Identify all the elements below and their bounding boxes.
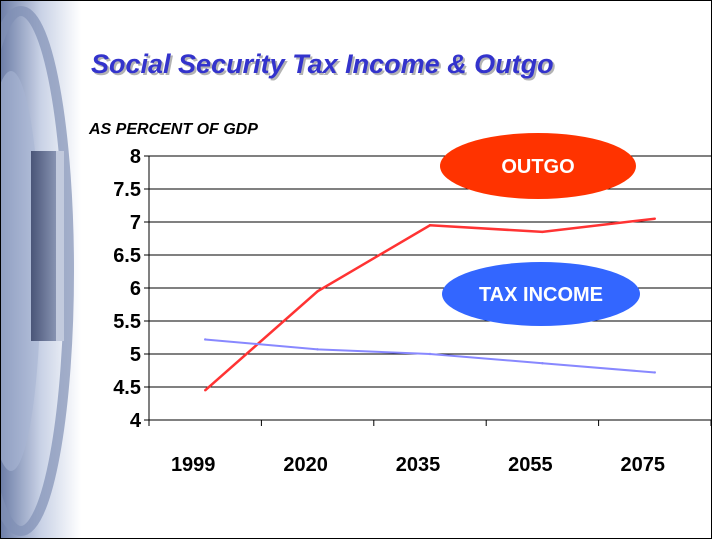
tax-income-legend-label: TAX INCOME	[479, 284, 603, 306]
tax-income-data-point	[428, 352, 432, 356]
decorative-side-graphic	[1, 1, 81, 538]
x-tick-label: 2055	[508, 454, 553, 476]
y-tick-label: 5	[130, 344, 141, 366]
outgo-data-point	[204, 389, 207, 392]
x-tick-label: 2075	[621, 454, 666, 476]
tax-income-data-point	[653, 371, 656, 374]
y-tick-label: 5.5	[113, 311, 141, 333]
outgo-legend-label: OUTGO	[501, 156, 574, 178]
outgo-data-point	[428, 224, 432, 227]
x-tick-label: 1999	[171, 454, 216, 476]
page-title: Social Security Tax Income & Outgo	[91, 49, 554, 79]
y-tick-label: 6	[130, 278, 141, 300]
tax-income-legend-badge	[442, 262, 640, 326]
tax-income-data-point	[316, 348, 319, 351]
tax-income-data-point	[204, 338, 207, 341]
tax-income-series-line	[205, 338, 655, 374]
outgo-legend-badge	[440, 133, 636, 199]
y-axis-label: AS PERCENT OF GDP	[89, 121, 258, 138]
outgo-data-point	[316, 290, 319, 293]
outgo-data-point	[541, 230, 544, 234]
y-tick-label: 6.5	[113, 245, 141, 267]
y-tick-label: 8	[130, 146, 141, 168]
y-tick-label: 4	[130, 410, 142, 432]
x-tick-label: 2035	[396, 454, 441, 476]
y-tick-label: 7	[130, 212, 141, 234]
y-tick-label: 7.5	[113, 179, 141, 201]
tax-income-data-point	[541, 362, 544, 365]
x-tick-label: 2020	[283, 454, 328, 476]
outgo-data-point	[653, 217, 656, 220]
y-tick-label: 4.5	[113, 377, 141, 399]
